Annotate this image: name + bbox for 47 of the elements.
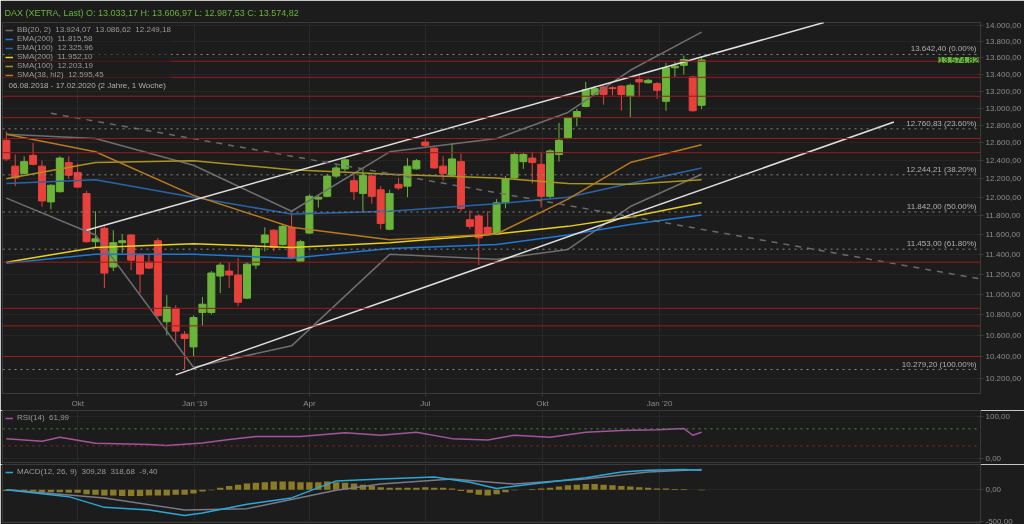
y-tick-label: 12.000,00 <box>985 192 1022 202</box>
y-tick-label: 11.600,00 <box>985 230 1022 240</box>
x-tick-label: Jul <box>420 398 431 408</box>
y-tick-label: 11.000,00 <box>985 289 1022 299</box>
legend-label: RSI(14) 61,99 <box>17 413 70 422</box>
y-tick-label: 11.200,00 <box>985 269 1022 279</box>
y-tick-label: 12.800,00 <box>985 120 1022 130</box>
y-tick-label: 0,00 <box>985 454 1002 464</box>
ref-line-label: 11.842,00 (50.00%) <box>906 201 977 211</box>
annotation: 13.574,82 <box>938 55 979 65</box>
y-tick-label: 14.000,00 <box>985 21 1022 31</box>
x-tick-label: Okt <box>71 398 85 408</box>
ref-line-label: 11.453,00 (61.80%) <box>906 239 977 249</box>
chart-title: DAX (XETRA, Last) O: 13.033,17 H: 13.606,97 L: 12.987,53 C: 13.574,82 <box>4 7 299 18</box>
y-tick-label: 13.200,00 <box>985 86 1022 96</box>
legend-label: EMA(200) 11.815,58 <box>17 34 93 43</box>
x-tick-label: Apr <box>303 398 316 408</box>
y-tick-label: 13.600,00 <box>985 53 1022 63</box>
ref-line-label: 10.279,20 (100.00%) <box>901 359 977 369</box>
y-tick-label: 10.800,00 <box>985 310 1022 319</box>
y-tick-label: 100,00 <box>985 411 1011 421</box>
y-tick-label: 11.400,00 <box>985 249 1022 259</box>
x-tick-label: Jan '20 <box>646 398 673 408</box>
y-tick-label: 10.600,00 <box>985 330 1022 340</box>
y-tick-label: 12.200,00 <box>985 174 1022 184</box>
legend-label: SMA(100) 12.203,19 <box>17 61 94 70</box>
y-tick-label: 12.600,00 <box>985 138 1022 148</box>
y-tick-label: 0,00 <box>985 485 1002 495</box>
y-tick-label: 10.200,00 <box>985 373 1022 383</box>
ref-line-label: 13.642,40 (0.00%) <box>910 44 977 54</box>
y-tick-label: 12.400,00 <box>985 156 1022 166</box>
legend-label: MACD(12, 26, 9) 309,28 318,68 -9,40 <box>17 467 158 476</box>
y-tick-label: 13.000,00 <box>985 103 1022 113</box>
y-tick-label: 10.400,00 <box>985 352 1022 362</box>
x-tick-label: Okt <box>536 398 550 408</box>
annotation: 06.08.2018 - 17.02.2020 (2 Jahre, 1 Woche) <box>8 80 167 90</box>
y-tick-label: 13.400,00 <box>985 69 1022 79</box>
ref-line-label: 12.244,21 (38.20%) <box>906 164 977 174</box>
ref-line-label: 12.760,83 (23.60%) <box>906 118 977 128</box>
y-tick-label: 11.800,00 <box>985 211 1022 221</box>
legend-label: SMA(200) 11.952,10 <box>17 52 93 61</box>
legend-label: EMA(100) 12.325,96 <box>17 43 94 52</box>
legend-label: BB(20, 2) 13.924,07 13.086,62 12.249,18 <box>17 25 171 34</box>
y-tick-label: -500,00 <box>985 516 1014 524</box>
legend-label: SMA(38, hl2) 12.595,45 <box>17 70 104 79</box>
x-tick-label: Jan '19 <box>182 398 209 408</box>
y-tick-label: 13.800,00 <box>985 37 1022 47</box>
